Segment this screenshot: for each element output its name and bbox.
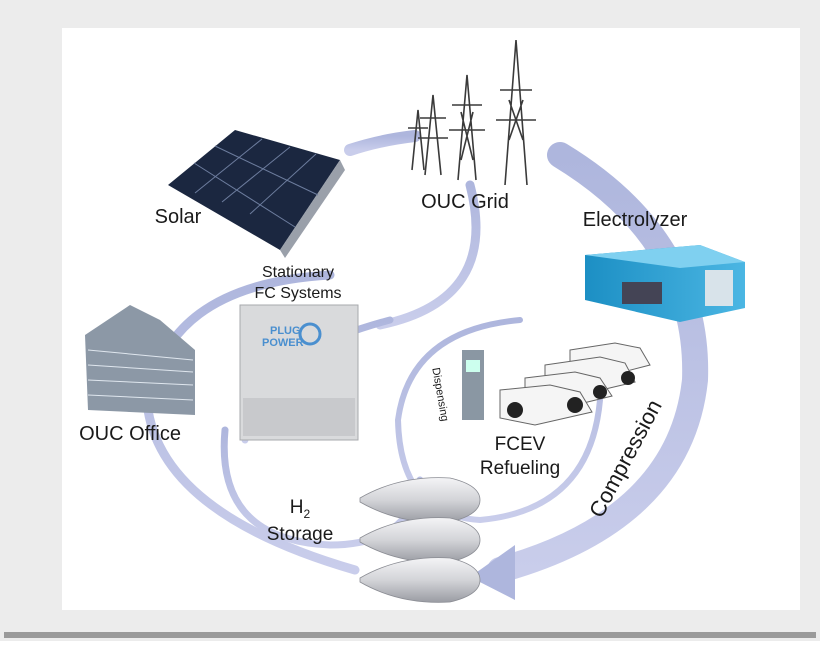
node-label: Electrolyzer — [583, 209, 688, 231]
node-label: OUC Office — [79, 423, 181, 445]
label-subscript: 2 — [304, 507, 311, 521]
logo-text: POWER — [262, 337, 304, 349]
diagram: PLUG POWER OUC Grid Solar Electrolyzer S… — [0, 0, 820, 641]
node-label: Stationary — [262, 264, 334, 281]
shadow — [4, 632, 816, 638]
node-label: Refueling — [480, 458, 560, 479]
node-label: FCEV — [495, 434, 546, 455]
label-part: H — [290, 497, 304, 518]
node-label: Storage — [267, 524, 334, 545]
fc-cabinet-icon: PLUG POWER — [240, 305, 358, 440]
logo-text: PLUG — [270, 325, 301, 337]
tanks-icon — [360, 478, 480, 603]
node-label: Solar — [155, 206, 202, 228]
node-label: OUC Grid — [421, 191, 509, 213]
node-label: FC Systems — [254, 285, 341, 302]
